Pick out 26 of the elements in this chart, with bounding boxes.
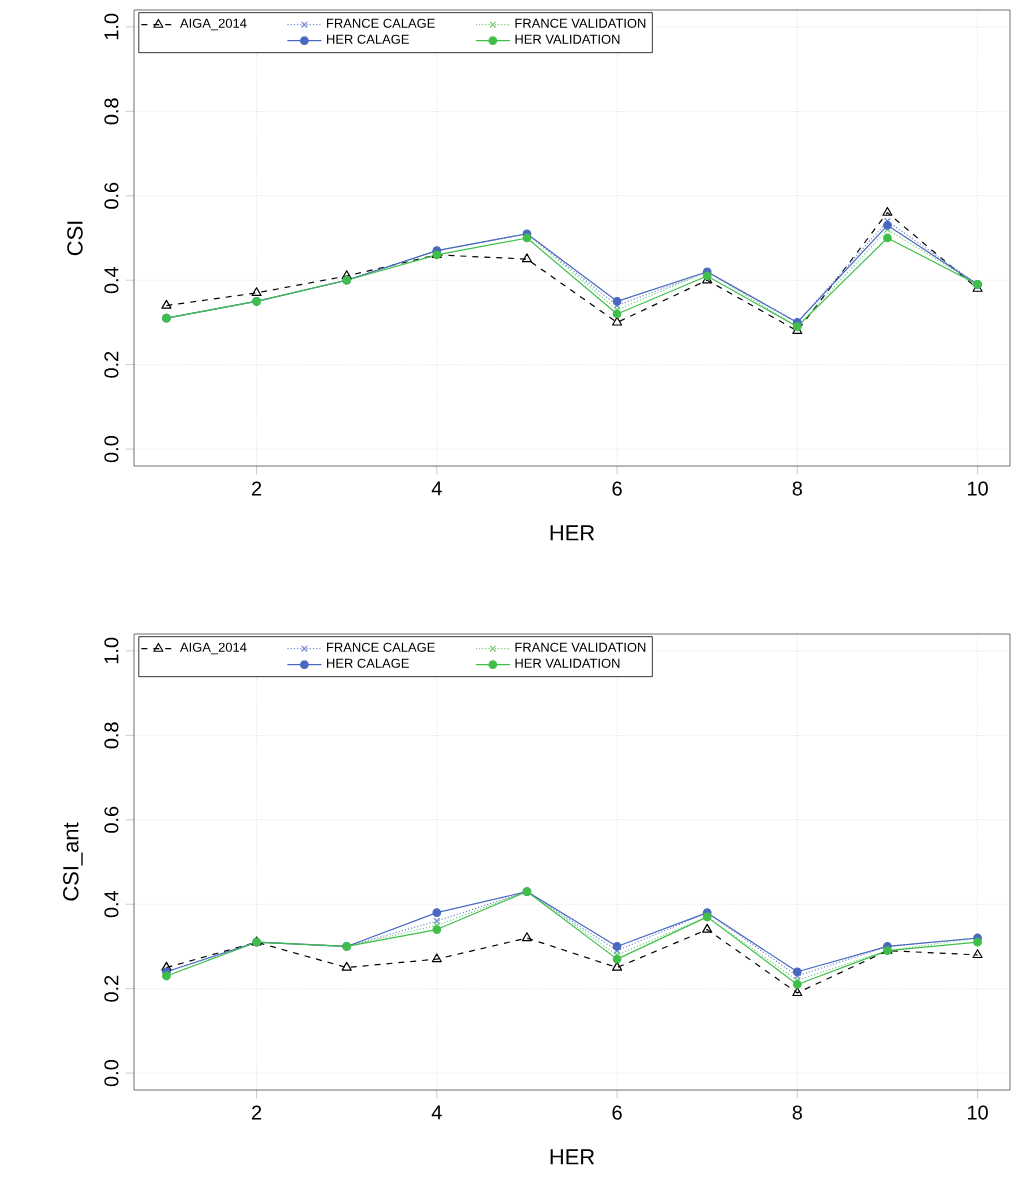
x-tick-label: 2 (252, 1105, 262, 1120)
y-tick-label: 0.6 (104, 182, 119, 209)
x-tick-label: 8 (792, 1105, 802, 1120)
x-axis-title: HER (550, 1149, 595, 1165)
y-tick-label: 0.2 (104, 975, 119, 1002)
x-tick-label: 6 (612, 1105, 622, 1120)
x-tick-label: 8 (792, 481, 802, 496)
x-tick-label: 2 (252, 481, 262, 496)
y-tick-label: 0.8 (104, 98, 119, 125)
x-tick-label: 4 (431, 481, 442, 496)
y-tick-label: 0.4 (104, 890, 119, 918)
x-tick-label: 6 (612, 481, 622, 496)
y-tick-label: 0.0 (104, 436, 119, 463)
y-axis-title: CSI_ant (63, 822, 83, 901)
y-tick-label: 0.0 (104, 1060, 119, 1087)
x-tick-label: 4 (431, 1105, 442, 1120)
x-tick-label: 10 (968, 1105, 988, 1120)
y-tick-label: 0.2 (104, 351, 119, 378)
y-tick-label: 1.0 (104, 637, 119, 664)
x-tick-label: 10 (968, 481, 988, 496)
y-tick-label: 0.6 (104, 806, 119, 833)
y-tick-label: 0.8 (104, 722, 119, 749)
y-tick-label: 0.4 (104, 266, 119, 294)
y-axis-title: CSI (67, 221, 83, 256)
y-tick-label: 1.0 (104, 13, 119, 40)
x-axis-title: HER (550, 525, 595, 541)
